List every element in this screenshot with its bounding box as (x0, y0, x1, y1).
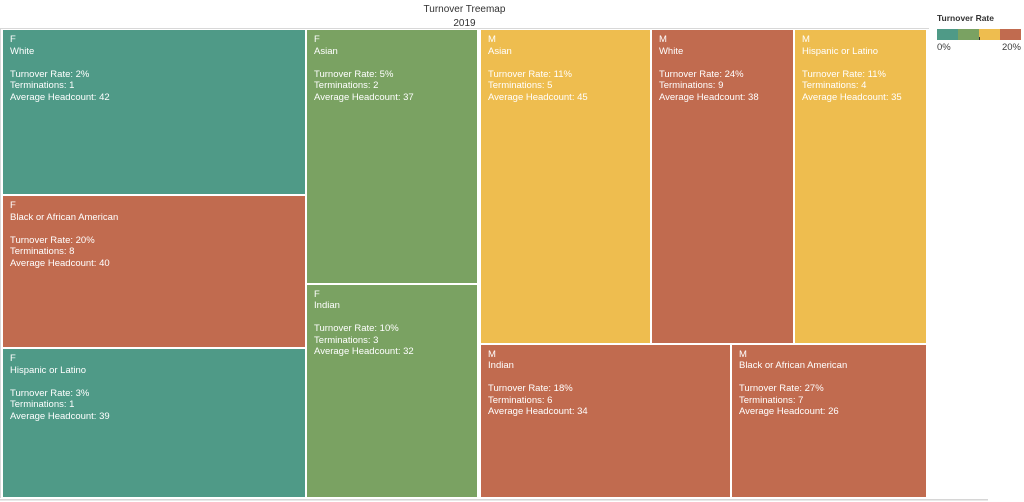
tile-gender-label: F (10, 34, 16, 45)
tile-ethnicity-label: Asian (488, 45, 512, 57)
legend-color-step[interactable] (937, 29, 958, 40)
tile-terminations-stat: Terminations: 4 (802, 80, 867, 91)
tile-turnover-stat: Turnover Rate: 5% (314, 68, 394, 80)
legend-color-step[interactable] (1000, 29, 1021, 40)
treemap-chart: F White Turnover Rate: 2% Terminations: 1 Av… (3, 30, 926, 497)
tile-headcount-stat: Average Headcount: 45 (488, 91, 588, 103)
tile-label-spacer (802, 57, 926, 69)
tile-ethnicity-label: Hispanic or Latino (802, 45, 879, 57)
tile-turnover-stat: Turnover Rate: 27% (738, 383, 824, 395)
legend-title: Turnover Rate (937, 13, 994, 23)
tile-terminations-stat: Terminations: 1 (10, 399, 75, 410)
pane-top-border (0, 28, 929, 29)
tile-gender-label: F (314, 34, 320, 45)
tile-headcount-stat: Average Headcount: 32 (314, 346, 414, 358)
tile-turnover-stat: Turnover Rate: 2% (10, 68, 90, 80)
tile-turnover-stat: Turnover Rate: 11% (802, 68, 886, 80)
tile-gender-label: F (10, 353, 16, 364)
tile-terminations-stat: Terminations: 9 (658, 80, 724, 91)
tile-gender-label: M (738, 348, 747, 360)
tile-turnover-stat: Turnover Rate: 18% (488, 383, 573, 395)
tile-ethnicity-label: White (10, 45, 35, 57)
tile-turnover-stat: Turnover Rate: 24% (658, 68, 744, 80)
tile-gender-label: F (10, 200, 16, 212)
tile-label-spacer (10, 223, 305, 235)
chart-title: Turnover Treemap (423, 4, 506, 15)
tile-label-spacer (739, 372, 926, 384)
tile-label-spacer (488, 372, 730, 384)
legend-range-labels: 0% 20% (937, 42, 1021, 53)
tile-label-spacer (10, 57, 305, 69)
tile-headcount-stat: Average Headcount: 34 (488, 406, 588, 418)
tile-gender-label: M (488, 34, 496, 45)
tile-ethnicity-label: Indian (488, 360, 514, 372)
tile-headcount-stat: Average Headcount: 26 (738, 406, 839, 418)
treemap-tile-f-hispanic-or-latino[interactable]: F Hispanic or Latino Turnover Rate: 3% Term… (3, 349, 305, 497)
treemap-tile-f-indian[interactable]: F Indian Turnover Rate: 10% Terminations: 3… (307, 284, 478, 497)
tile-turnover-stat: Turnover Rate: 11% (488, 68, 572, 80)
tile-turnover-stat: Turnover Rate: 3% (10, 387, 90, 399)
tile-turnover-stat: Turnover Rate: 10% (314, 323, 399, 335)
tile-terminations-stat: Terminations: 1 (10, 80, 75, 91)
tile-terminations-stat: Terminations: 2 (314, 80, 379, 91)
tile-terminations-stat: Terminations: 8 (10, 246, 75, 258)
legend-color-step[interactable] (979, 29, 1000, 40)
treemap-tile-f-asian[interactable]: F Asian Turnover Rate: 5% Terminations: 2 Av… (307, 30, 478, 284)
tile-ethnicity-label: Black or African American (738, 360, 848, 372)
tile-ethnicity-label: Black or African American (10, 211, 119, 223)
tile-gender-label: F (314, 288, 320, 300)
color-legend: Turnover Rate 0% 20% (937, 13, 1021, 53)
tile-headcount-stat: Average Headcount: 40 (10, 257, 110, 269)
tile-label-spacer (314, 312, 477, 324)
legend-color-step[interactable] (958, 29, 979, 40)
tile-ethnicity-label: Asian (314, 45, 338, 57)
tile-terminations-stat: Terminations: 7 (738, 394, 804, 406)
tile-label-spacer (314, 57, 477, 69)
tile-ethnicity-label: White (658, 45, 684, 57)
legend-color-ramp[interactable] (937, 29, 1021, 40)
treemap-tile-f-black-or-african-american[interactable]: F Black or African American Turnover Rate:… (3, 196, 305, 347)
legend-max-label: 20% (1001, 42, 1021, 53)
column-header-year: 2019 (453, 18, 476, 29)
legend-min-label: 0% (937, 42, 951, 53)
legend-midpoint-tick (979, 37, 980, 40)
tile-headcount-stat: Average Headcount: 35 (802, 91, 902, 103)
pane-bottom-border (0, 499, 988, 501)
tile-label-spacer (10, 376, 305, 388)
tile-terminations-stat: Terminations: 3 (314, 334, 379, 346)
tile-gender-label: M (658, 34, 667, 45)
tile-gender-label: M (488, 348, 496, 360)
treemap-tile-m-hispanic-or-latino[interactable]: M Hispanic or Latino Turnover Rate: 11% Ter… (795, 30, 926, 343)
tile-label-spacer (488, 57, 650, 69)
tile-ethnicity-label: Indian (314, 300, 340, 312)
tile-headcount-stat: Average Headcount: 38 (658, 91, 759, 103)
tile-label-spacer (659, 57, 793, 69)
tile-terminations-stat: Terminations: 5 (488, 80, 553, 91)
tile-terminations-stat: Terminations: 6 (488, 394, 553, 406)
tile-ethnicity-label: Hispanic or Latino (10, 364, 87, 376)
treemap-tile-m-black-or-african-american[interactable]: M Black or African American Turnover Rate:… (731, 344, 926, 497)
treemap-tile-f-white[interactable]: F White Turnover Rate: 2% Terminations: 1 Av… (3, 30, 305, 194)
pane-left-border (0, 28, 1, 498)
treemap-tile-m-indian[interactable]: M Indian Turnover Rate: 18% Terminations: 6… (481, 344, 731, 497)
tile-headcount-stat: Average Headcount: 37 (314, 91, 414, 103)
tile-headcount-stat: Average Headcount: 42 (10, 91, 110, 103)
tile-gender-label: M (802, 34, 810, 45)
tile-headcount-stat: Average Headcount: 39 (10, 410, 110, 422)
tile-turnover-stat: Turnover Rate: 20% (10, 234, 95, 246)
